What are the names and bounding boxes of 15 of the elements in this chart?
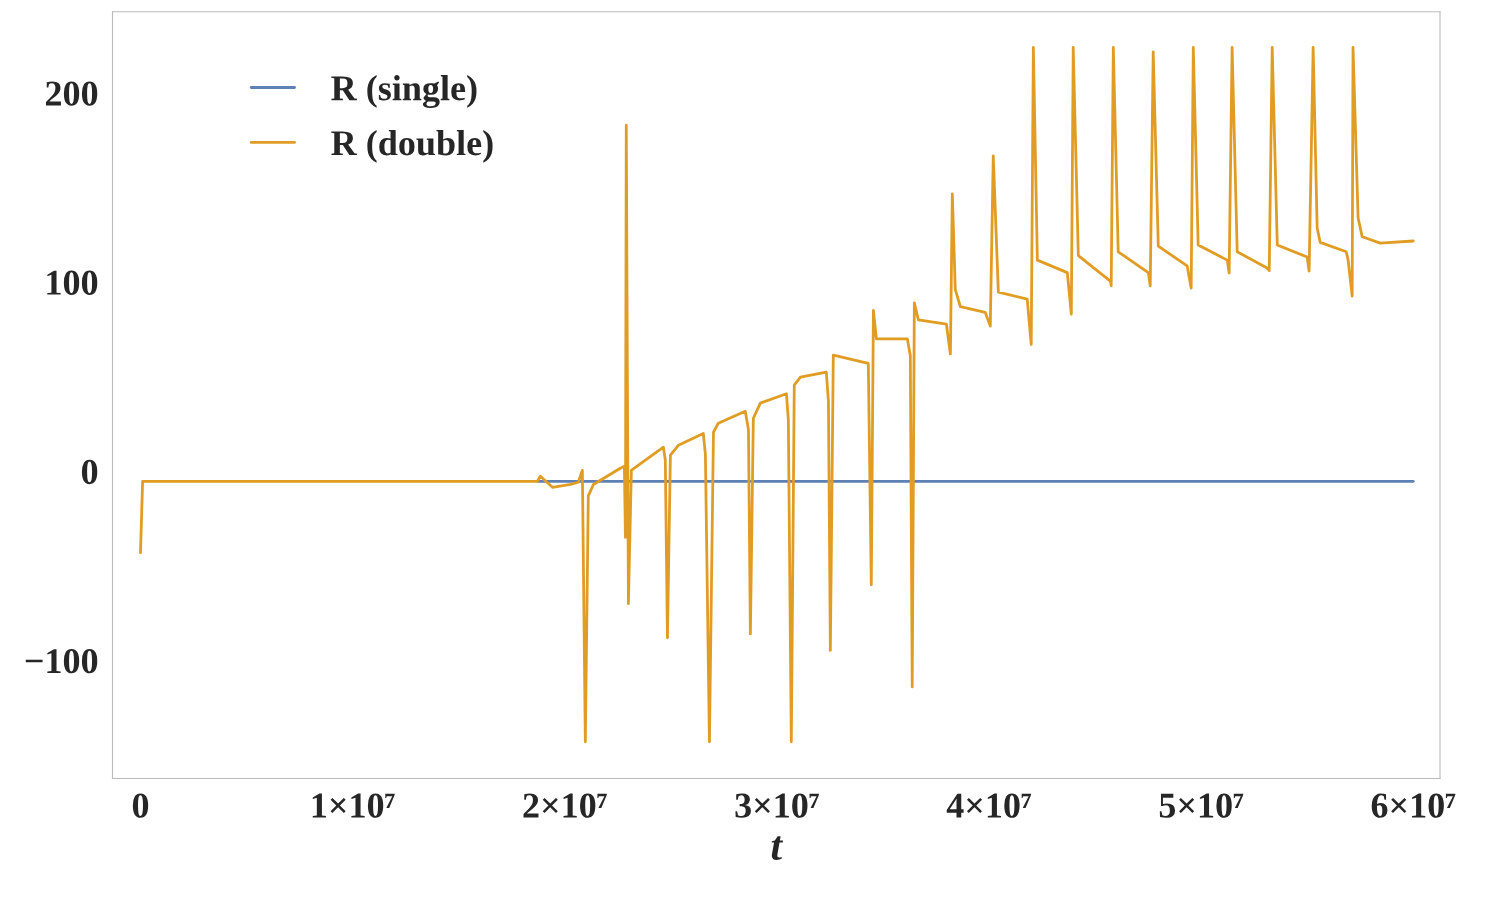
x-tick-label: 0 [132,793,149,818]
y-tick-label: −100 [25,648,98,674]
x-tick-label: 1×10⁷ [312,793,395,818]
y-tick-label: 0 [81,459,98,485]
x-tick-label: 5×10⁷ [1159,793,1244,818]
x-tick-label: 2×10⁷ [523,793,607,818]
x-tick-label: 6×10⁷ [1371,793,1456,818]
x-tick-label: 4×10⁷ [946,793,1032,818]
y-tick-label: 100 [47,270,98,295]
x-tick-label: 3×10⁷ [735,793,819,818]
line-series [139,46,1415,744]
legend-label: R (double) [331,130,493,163]
x-axis-title: t [771,836,784,861]
y-tick-label: 200 [45,81,98,106]
legend-label: R (single) [331,75,477,109]
